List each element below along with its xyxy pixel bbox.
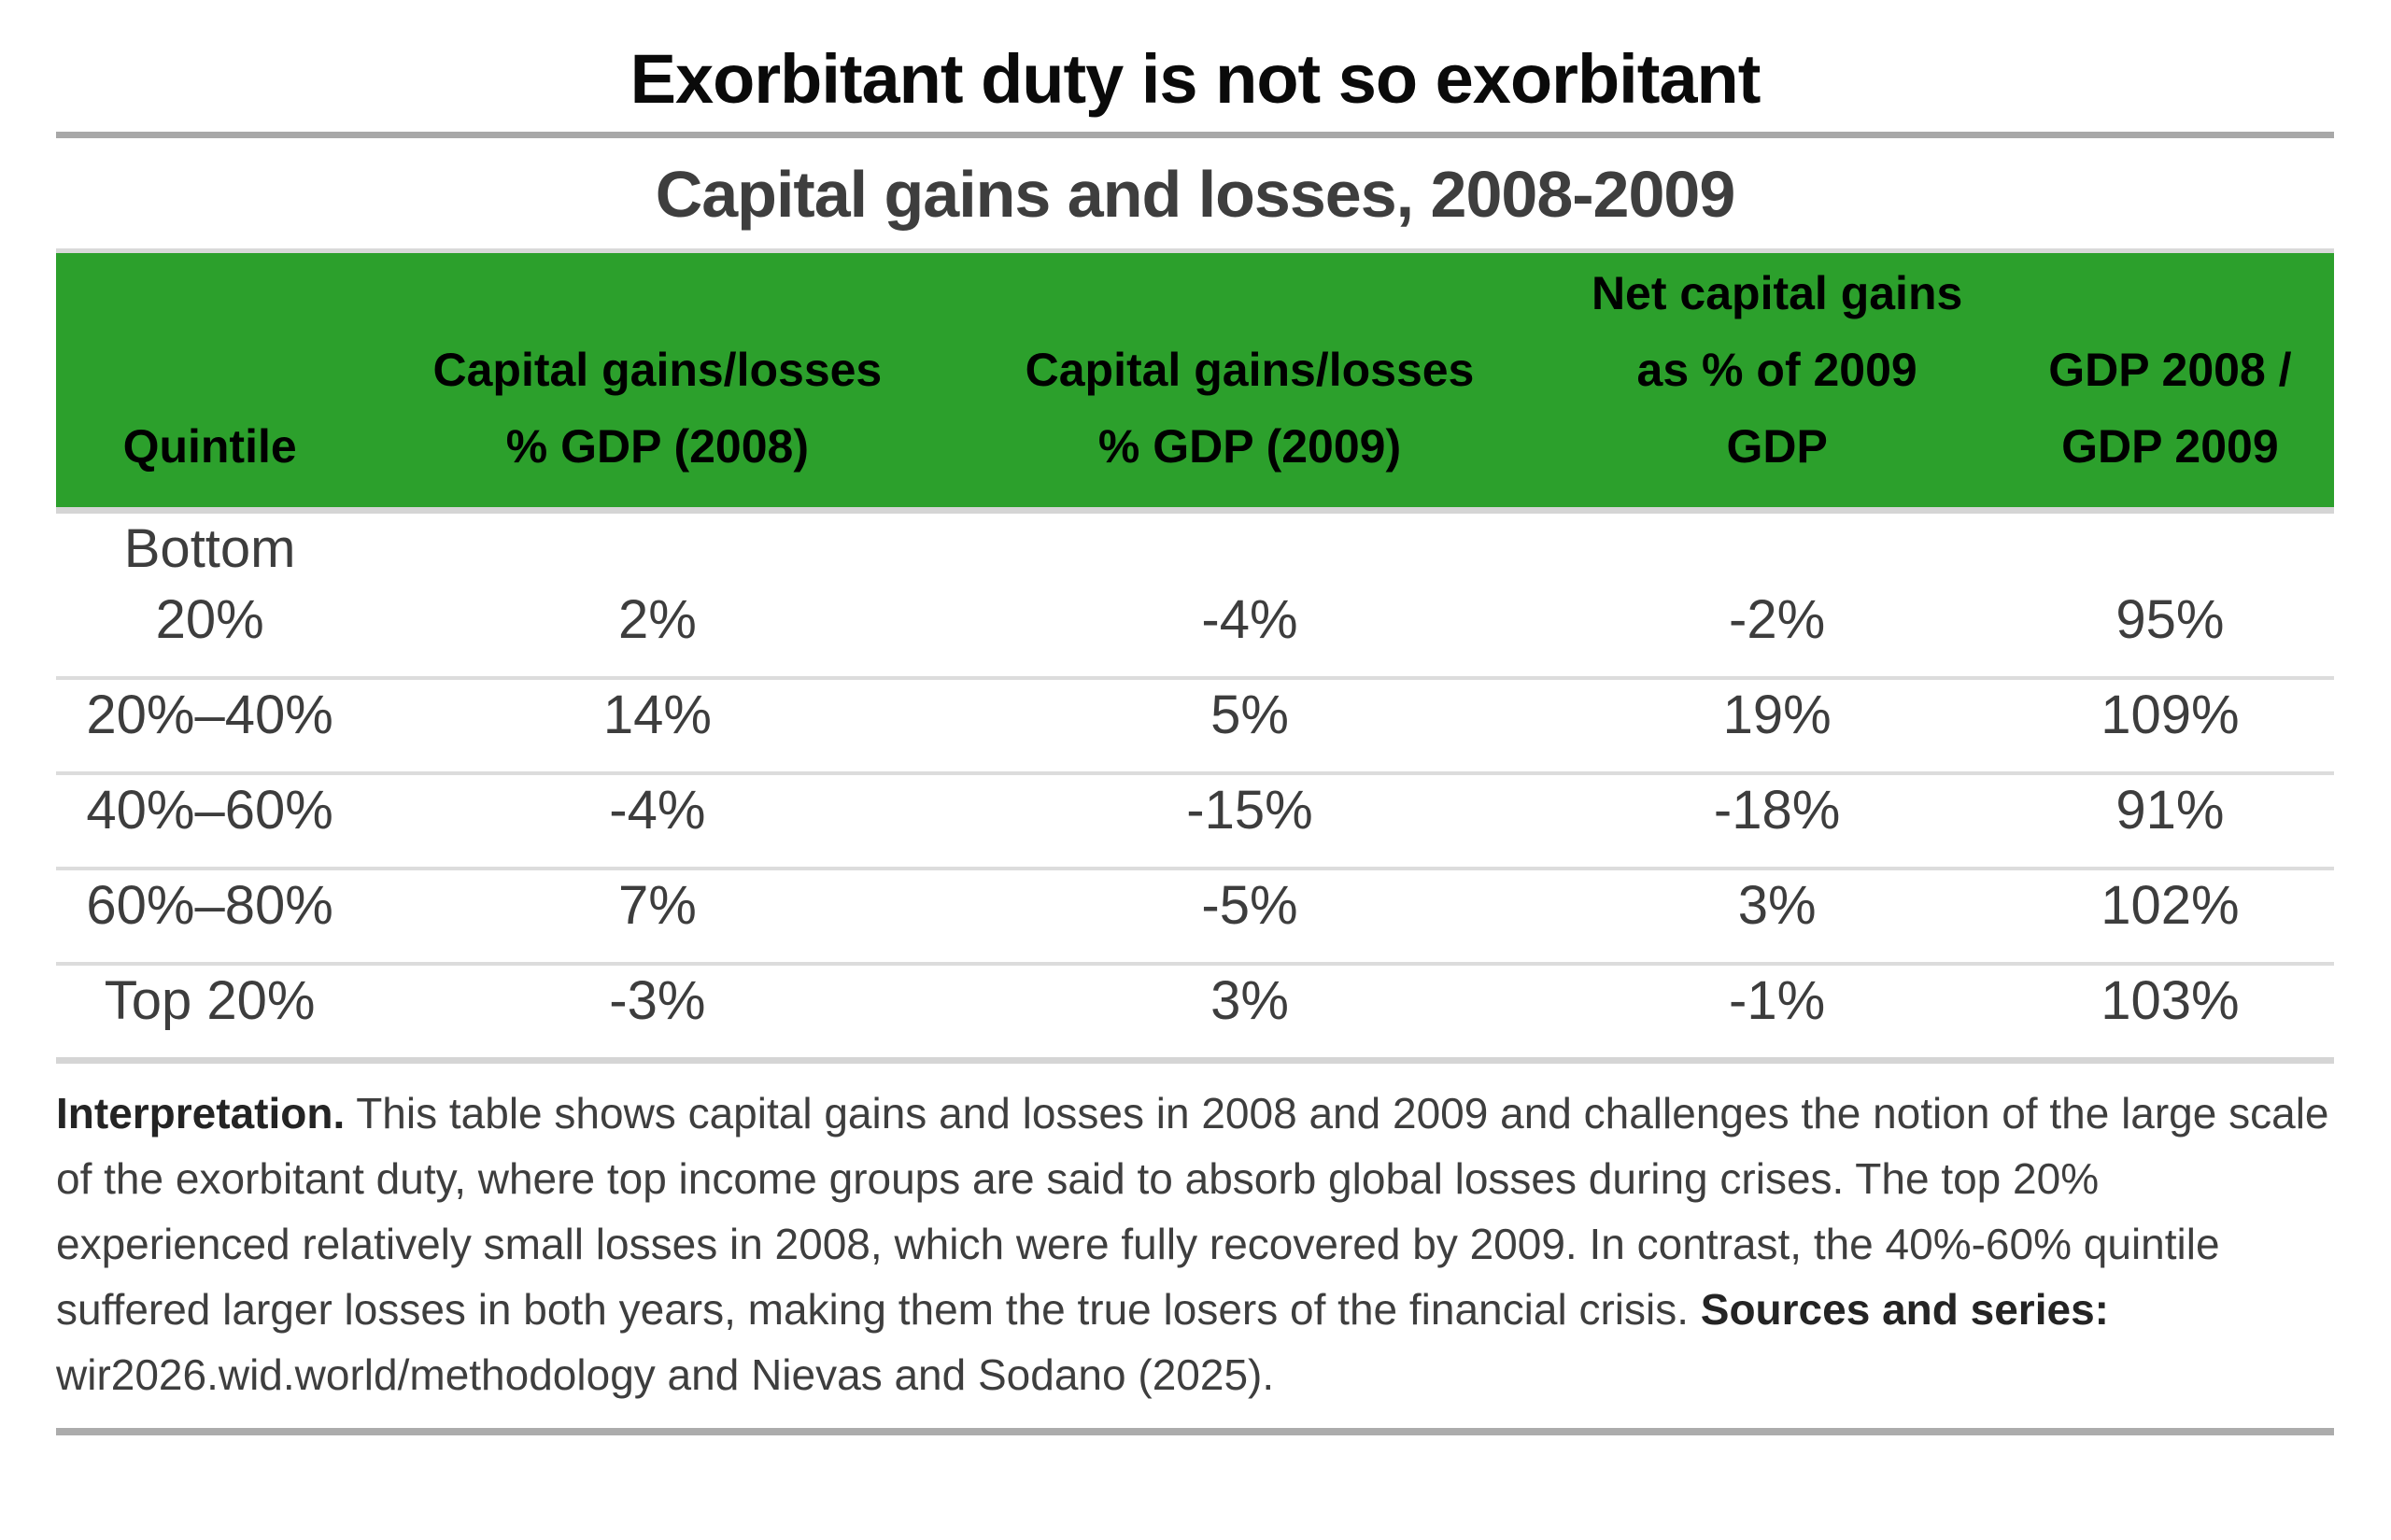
value-cell-cg_2009: -5% (951, 869, 1549, 966)
value-cell-cg_2008: -3% (363, 964, 952, 1064)
table-row: Top 20% -3% 3% -1% 103% (56, 964, 2334, 1064)
quintile-cell: 60%–80% (56, 869, 364, 966)
value-cell-net_cg_2009: 3% (1548, 869, 2006, 966)
value-cell-net_cg_2009: -2% (1548, 510, 2006, 680)
value-cell-gdp_ratio: 102% (2005, 869, 2334, 966)
value-cell-net_cg_2009: -1% (1548, 964, 2006, 1064)
value-cell-cg_2009: -15% (951, 773, 1549, 870)
column-header-quintile: Quintile (56, 250, 364, 514)
interpretation-segment: wir2026.wid.world/methodology and Nievas… (56, 1350, 1275, 1399)
figure-title: Exorbitant duty is not so exorbitant (630, 40, 1761, 118)
column-header-gdp_ratio: GDP 2008 / GDP 2009 (2005, 250, 2334, 514)
quintile-cell: 40%–60% (56, 773, 364, 870)
value-cell-cg_2008: -4% (363, 773, 952, 870)
value-cell-net_cg_2009: -18% (1548, 773, 2006, 870)
table-header-row: Quintile Capital gains/losses % GDP (2008… (56, 250, 2334, 514)
value-cell-gdp_ratio: 91% (2005, 773, 2334, 870)
quintile-cell: 20%–40% (56, 678, 364, 775)
table-row: 40%–60% -4% -15% -18% 91% (56, 773, 2334, 870)
value-cell-cg_2008: 7% (363, 869, 952, 966)
quintile-cell: Bottom 20% (56, 510, 364, 680)
value-cell-gdp_ratio: 109% (2005, 678, 2334, 775)
quintile-cell: Top 20% (56, 964, 364, 1064)
value-cell-gdp_ratio: 95% (2005, 510, 2334, 680)
column-header-cg_2009: Capital gains/losses % GDP (2009) (951, 250, 1549, 514)
table-subtitle: Capital gains and losses, 2008-2009 (655, 158, 1736, 231)
value-cell-net_cg_2009: 19% (1548, 678, 2006, 775)
capital-gains-table: Quintile Capital gains/losses % GDP (2008… (56, 248, 2334, 1064)
interpretation-segment: This table shows capital gains and losse… (56, 1089, 2329, 1334)
table-row: 60%–80% 7% -5% 3% 102% (56, 869, 2334, 966)
column-header-net_cg_2009: Net capital gains as % of 2009 GDP (1548, 250, 2006, 514)
value-cell-cg_2008: 2% (363, 510, 952, 680)
value-cell-gdp_ratio: 103% (2005, 964, 2334, 1064)
title-divider-rule (56, 132, 2334, 138)
value-cell-cg_2009: 3% (951, 964, 1549, 1064)
interpretation-text: Interpretation. This table shows capital… (56, 1081, 2334, 1407)
bottom-divider-rule (56, 1428, 2334, 1435)
table-row: 20%–40% 14% 5% 19% 109% (56, 678, 2334, 775)
value-cell-cg_2009: -4% (951, 510, 1549, 680)
table-row: Bottom 20% 2% -4% -2% 95% (56, 510, 2334, 680)
column-header-cg_2008: Capital gains/losses % GDP (2008) (363, 250, 952, 514)
interpretation-bold-label: Sources and series: (1700, 1285, 2109, 1334)
value-cell-cg_2008: 14% (363, 678, 952, 775)
value-cell-cg_2009: 5% (951, 678, 1549, 775)
interpretation-bold-label: Interpretation. (56, 1089, 346, 1137)
